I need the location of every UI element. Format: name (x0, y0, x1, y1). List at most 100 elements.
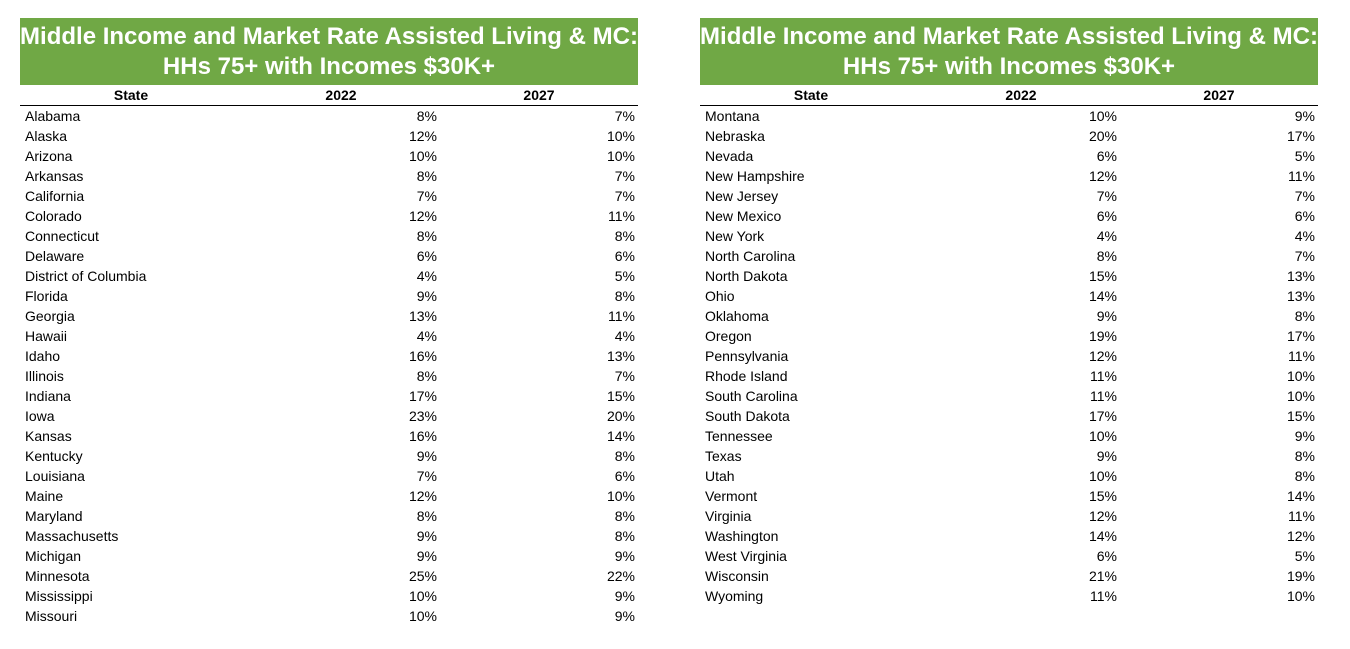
value-2027-cell: 4% (614, 328, 635, 344)
state-cell: Delaware (25, 248, 85, 264)
column-header-2022: 2022 (922, 85, 1120, 106)
table-row: South Carolina 11% 10% (700, 386, 1318, 406)
state-cell: New Hampshire (705, 168, 805, 184)
value-2027-cell: 17% (1286, 328, 1315, 344)
state-cell: Colorado (25, 208, 82, 224)
table-row: New Hampshire 12% 11% (700, 166, 1318, 186)
state-cell: Indiana (25, 388, 71, 404)
value-2022-cell: 4% (416, 268, 437, 284)
state-cell: Nebraska (705, 128, 765, 144)
value-2022-cell: 11% (1090, 368, 1117, 384)
state-cell: New Jersey (705, 188, 779, 204)
table-row: New York 4% 4% (700, 226, 1318, 246)
state-cell: Oklahoma (705, 308, 769, 324)
value-2022-cell: 15% (1088, 268, 1117, 284)
table-row: North Dakota 15% 13% (700, 266, 1318, 286)
state-cell: California (25, 188, 85, 204)
table-row: Louisiana 7% 6% (20, 466, 638, 486)
state-table: State 2022 2027 Montana 10% 9% Nebraska 20% 1… (700, 85, 1318, 606)
state-cell: Maryland (25, 508, 83, 524)
value-2027-cell: 10% (606, 488, 635, 504)
value-2022-cell: 11% (1090, 588, 1117, 604)
table-row: Iowa 23% 20% (20, 406, 638, 426)
table-row: Montana 10% 9% (700, 106, 1318, 127)
value-2027-cell: 6% (614, 468, 635, 484)
state-cell: Idaho (25, 348, 61, 364)
value-2022-cell: 9% (416, 448, 437, 464)
value-2027-cell: 10% (1286, 368, 1315, 384)
value-2027-cell: 13% (1286, 288, 1315, 304)
value-2022-cell: 8% (416, 508, 437, 524)
state-cell: Michigan (25, 548, 82, 564)
value-2027-cell: 8% (614, 448, 635, 464)
value-2027-cell: 11% (608, 208, 635, 224)
table-row: Tennessee 10% 9% (700, 426, 1318, 446)
state-cell: Maine (25, 488, 64, 504)
value-2027-cell: 13% (1286, 268, 1315, 284)
value-2022-cell: 4% (1096, 228, 1117, 244)
state-cell: Arizona (25, 148, 73, 164)
table-row: Wyoming 11% 10% (700, 586, 1318, 606)
value-2022-cell: 12% (408, 488, 437, 504)
value-2027-cell: 4% (1294, 228, 1315, 244)
table-row: Connecticut 8% 8% (20, 226, 638, 246)
table-row: Alaska 12% 10% (20, 126, 638, 146)
value-2027-cell: 8% (614, 228, 635, 244)
value-2027-cell: 11% (608, 308, 635, 324)
table-row: Kansas 16% 14% (20, 426, 638, 446)
state-cell: Texas (705, 448, 742, 464)
value-2027-cell: 11% (1288, 508, 1315, 524)
table-row: Kentucky 9% 8% (20, 446, 638, 466)
value-2027-cell: 7% (614, 368, 635, 384)
value-2022-cell: 12% (1088, 168, 1117, 184)
title-line-2: HHs 75+ with Incomes $30K+ (842, 53, 1176, 80)
value-2027-cell: 13% (606, 348, 635, 364)
value-2022-cell: 21% (1088, 568, 1117, 584)
value-2022-cell: 12% (1088, 348, 1117, 364)
state-cell: Kentucky (25, 448, 83, 464)
value-2022-cell: 25% (408, 568, 437, 584)
table-row: Pennsylvania 12% 11% (700, 346, 1318, 366)
value-2022-cell: 4% (416, 328, 437, 344)
state-cell: Illinois (25, 368, 64, 384)
column-header-state: State (700, 85, 922, 106)
table-row: California 7% 7% (20, 186, 638, 206)
state-cell: Pennsylvania (705, 348, 789, 364)
value-2022-cell: 12% (408, 208, 437, 224)
table-row: Mississippi 10% 9% (20, 586, 638, 606)
table-row: Colorado 12% 11% (20, 206, 638, 226)
table-body: Alabama 8% 7% Alaska 12% 10% Arizona 10% 10% Arka… (20, 106, 638, 627)
table-row: Illinois 8% 7% (20, 366, 638, 386)
table-row: Vermont 15% 14% (700, 486, 1318, 506)
state-cell: Louisiana (25, 468, 85, 484)
table-row: Missouri 10% 9% (20, 606, 638, 626)
value-2022-cell: 10% (408, 148, 437, 164)
value-2022-cell: 20% (1088, 128, 1117, 144)
value-2022-cell: 23% (408, 408, 437, 424)
value-2027-cell: 12% (1286, 528, 1315, 544)
column-header-state: State (20, 85, 242, 106)
table-row: Georgia 13% 11% (20, 306, 638, 326)
table-row: Utah 10% 8% (700, 466, 1318, 486)
table-row: Massachusetts 9% 8% (20, 526, 638, 546)
state-cell: Washington (705, 528, 779, 544)
header-row: State 2022 2027 (700, 85, 1318, 106)
table-row: Oklahoma 9% 8% (700, 306, 1318, 326)
value-2027-cell: 5% (614, 268, 635, 284)
value-2027-cell: 7% (614, 188, 635, 204)
value-2027-cell: 14% (1286, 488, 1315, 504)
table-row: Michigan 9% 9% (20, 546, 638, 566)
state-cell: Wisconsin (705, 568, 769, 584)
value-2022-cell: 8% (416, 368, 437, 384)
state-cell: Montana (705, 108, 760, 124)
table-body: Montana 10% 9% Nebraska 20% 17% Nevada 6% 5% New … (700, 106, 1318, 607)
state-cell: North Carolina (705, 248, 796, 264)
value-2022-cell: 16% (408, 428, 437, 444)
value-2022-cell: 9% (416, 528, 437, 544)
table-row: Maine 12% 10% (20, 486, 638, 506)
value-2027-cell: 10% (1286, 388, 1315, 404)
value-2027-cell: 20% (606, 408, 635, 424)
table-row: New Jersey 7% 7% (700, 186, 1318, 206)
value-2022-cell: 15% (1088, 488, 1117, 504)
value-2027-cell: 10% (606, 148, 635, 164)
